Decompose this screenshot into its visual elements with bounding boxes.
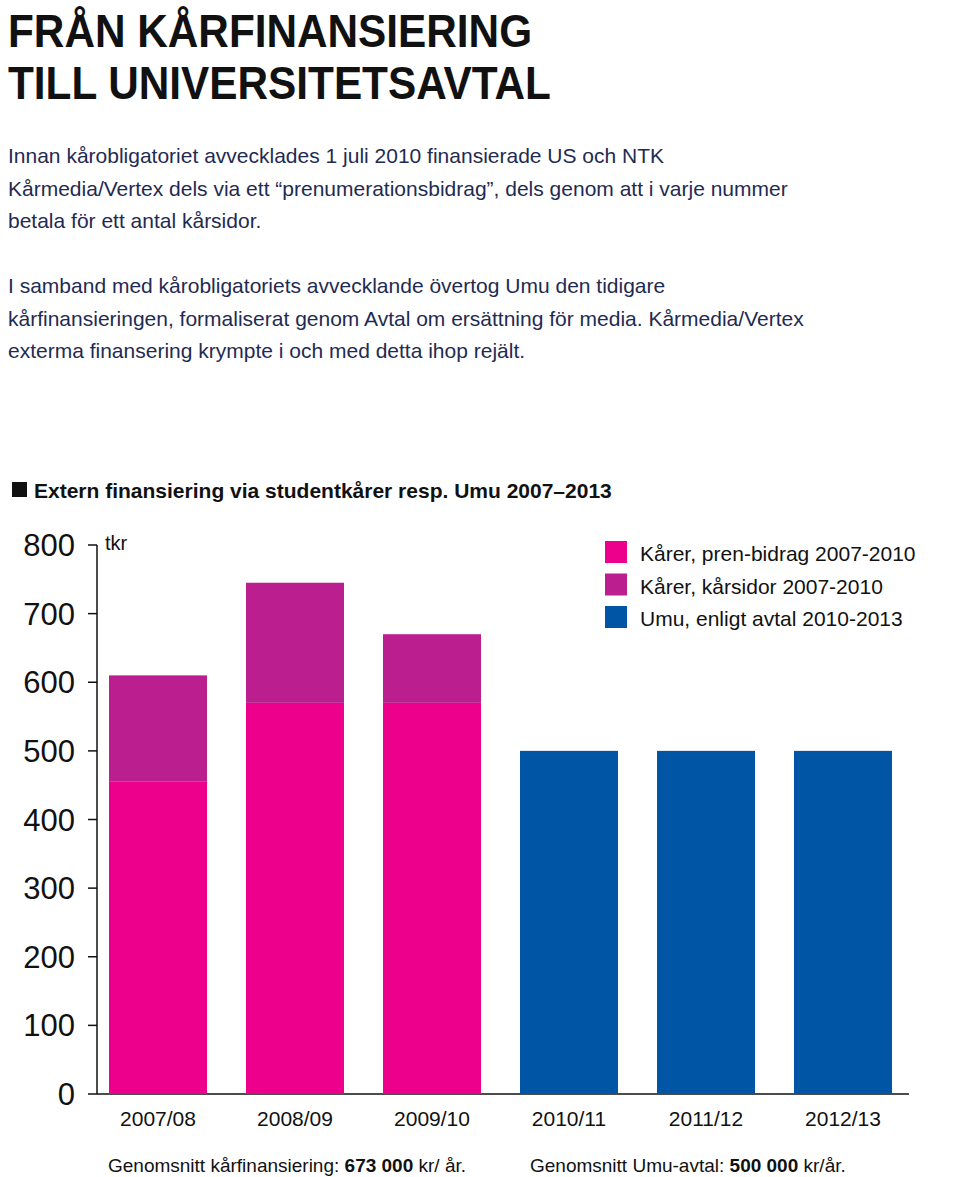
chart: Extern finansiering via studentkårer res… <box>0 0 960 1177</box>
y-axis-label: tkr <box>105 532 128 554</box>
y-tick-label: 500 <box>23 734 75 769</box>
annotation-text: Genomsnitt kårfinansiering: <box>108 1155 345 1176</box>
chart-title: Extern finansiering via studentkårer res… <box>34 479 612 502</box>
legend-label: Umu, enligt avtal 2010-2013 <box>640 607 903 630</box>
bars <box>109 583 892 1094</box>
y-tick <box>88 887 97 889</box>
y-tick-label: 600 <box>23 665 75 700</box>
x-tick-label: 2007/08 <box>120 1107 196 1130</box>
y-tick <box>88 956 97 958</box>
annotation-text: kr/ år. <box>413 1155 466 1176</box>
x-tick-label: 2012/13 <box>805 1107 881 1130</box>
legend-swatch <box>605 574 627 596</box>
annotation: Genomsnitt kårfinansiering: 673 000 kr/ … <box>108 1155 466 1176</box>
x-tick-label: 2010/11 <box>532 1107 606 1130</box>
bar <box>109 675 207 781</box>
bar <box>520 751 618 1094</box>
legend-swatch <box>605 606 627 628</box>
y-tick-label: 800 <box>23 528 75 563</box>
bar <box>246 703 344 1094</box>
y-tick-label: 200 <box>23 940 75 975</box>
y-tick-label: 0 <box>58 1077 75 1112</box>
x-tick-label: 2008/09 <box>257 1107 333 1130</box>
legend-label: Kårer, kårsidor 2007-2010 <box>640 575 883 598</box>
y-tick <box>88 544 97 546</box>
bar <box>383 703 481 1094</box>
intro-paragraph: Innan kårobligatoriet avvecklades 1 juli… <box>8 140 808 238</box>
y-tick-label: 700 <box>23 597 75 632</box>
y-tick <box>88 682 97 684</box>
bar <box>246 583 344 703</box>
y-tick <box>88 750 97 752</box>
legend-swatch <box>605 541 627 563</box>
y-tick-label: 100 <box>23 1008 75 1043</box>
bar <box>109 782 207 1094</box>
x-tick-label: 2011/12 <box>669 1107 743 1130</box>
annotation-value: 673 000 <box>345 1155 414 1176</box>
y-tick <box>88 1093 97 1095</box>
y-tick-label: 300 <box>23 871 75 906</box>
page-title: TILL UNIVERSITETSAVTAL <box>8 58 551 108</box>
page-title: FRÅN KÅRFINANSIERING <box>8 6 532 56</box>
y-tick <box>88 613 97 615</box>
annotation-value: 500 000 <box>730 1155 799 1176</box>
x-axis-line <box>97 1093 909 1095</box>
legend-label: Kårer, pren-bidrag 2007-2010 <box>640 542 916 565</box>
bar <box>383 634 481 703</box>
bar <box>657 751 755 1094</box>
y-tick <box>88 1025 97 1027</box>
title-square <box>12 482 27 497</box>
y-tick <box>88 819 97 821</box>
intro-paragraph: I samband med kårobligatoriets avvecklan… <box>8 270 808 368</box>
x-tick-label: 2009/10 <box>394 1107 470 1130</box>
bar <box>794 751 892 1094</box>
annotation: Genomsnitt Umu-avtal: 500 000 kr/år. <box>530 1155 846 1176</box>
annotation-text: kr/år. <box>798 1155 846 1176</box>
y-tick-label: 400 <box>23 803 75 838</box>
annotation-text: Genomsnitt Umu-avtal: <box>530 1155 730 1176</box>
